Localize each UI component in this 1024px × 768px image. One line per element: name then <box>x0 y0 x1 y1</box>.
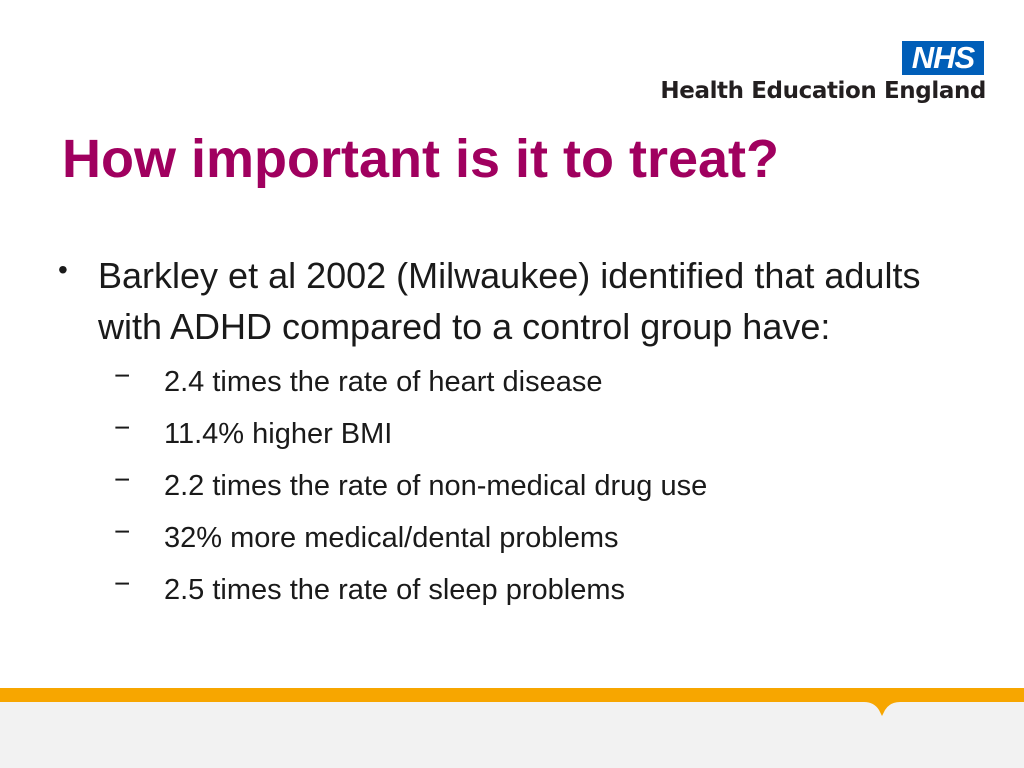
sub-bullet-text: 2.5 times the rate of sleep problems <box>164 574 626 606</box>
sub-bullet-text: 2.4 times the rate of heart disease <box>164 366 603 398</box>
sub-bullet: − 2.5 times the rate of sleep problems <box>114 568 978 622</box>
footer-band <box>0 688 1024 768</box>
dash-icon: − <box>114 516 131 547</box>
sub-bullet: − 2.4 times the rate of heart disease <box>114 360 978 414</box>
sub-bullet-list: − 2.4 times the rate of heart disease − … <box>58 360 978 622</box>
nhs-logo: NHS <box>902 41 984 75</box>
slide-title: How important is it to treat? <box>62 129 780 189</box>
sub-bullet: − 32% more medical/dental problems <box>114 516 978 570</box>
bullet-dot-icon: • <box>58 254 68 285</box>
dash-icon: − <box>114 412 131 443</box>
sub-bullet: − 2.2 times the rate of non-medical drug… <box>114 464 978 518</box>
sub-bullet: − 11.4% higher BMI <box>114 412 978 466</box>
slide-content: • Barkley et al 2002 (Milwaukee) identif… <box>58 250 978 622</box>
main-bullet-text: Barkley et al 2002 (Milwaukee) identifie… <box>98 255 921 347</box>
footer-orange-stripe <box>0 688 1024 716</box>
dash-icon: − <box>114 568 131 599</box>
footer-grey-panel <box>0 702 1024 768</box>
nhs-hee-logo: NHS Health Education England <box>626 38 986 110</box>
dash-icon: − <box>114 360 131 391</box>
sub-bullet-text: 11.4% higher BMI <box>164 418 393 450</box>
main-bullet: • Barkley et al 2002 (Milwaukee) identif… <box>58 250 978 352</box>
sub-bullet-text: 2.2 times the rate of non-medical drug u… <box>164 470 708 502</box>
dash-icon: − <box>114 464 131 495</box>
org-name: Health Education England <box>660 78 986 104</box>
sub-bullet-text: 32% more medical/dental problems <box>164 522 619 554</box>
